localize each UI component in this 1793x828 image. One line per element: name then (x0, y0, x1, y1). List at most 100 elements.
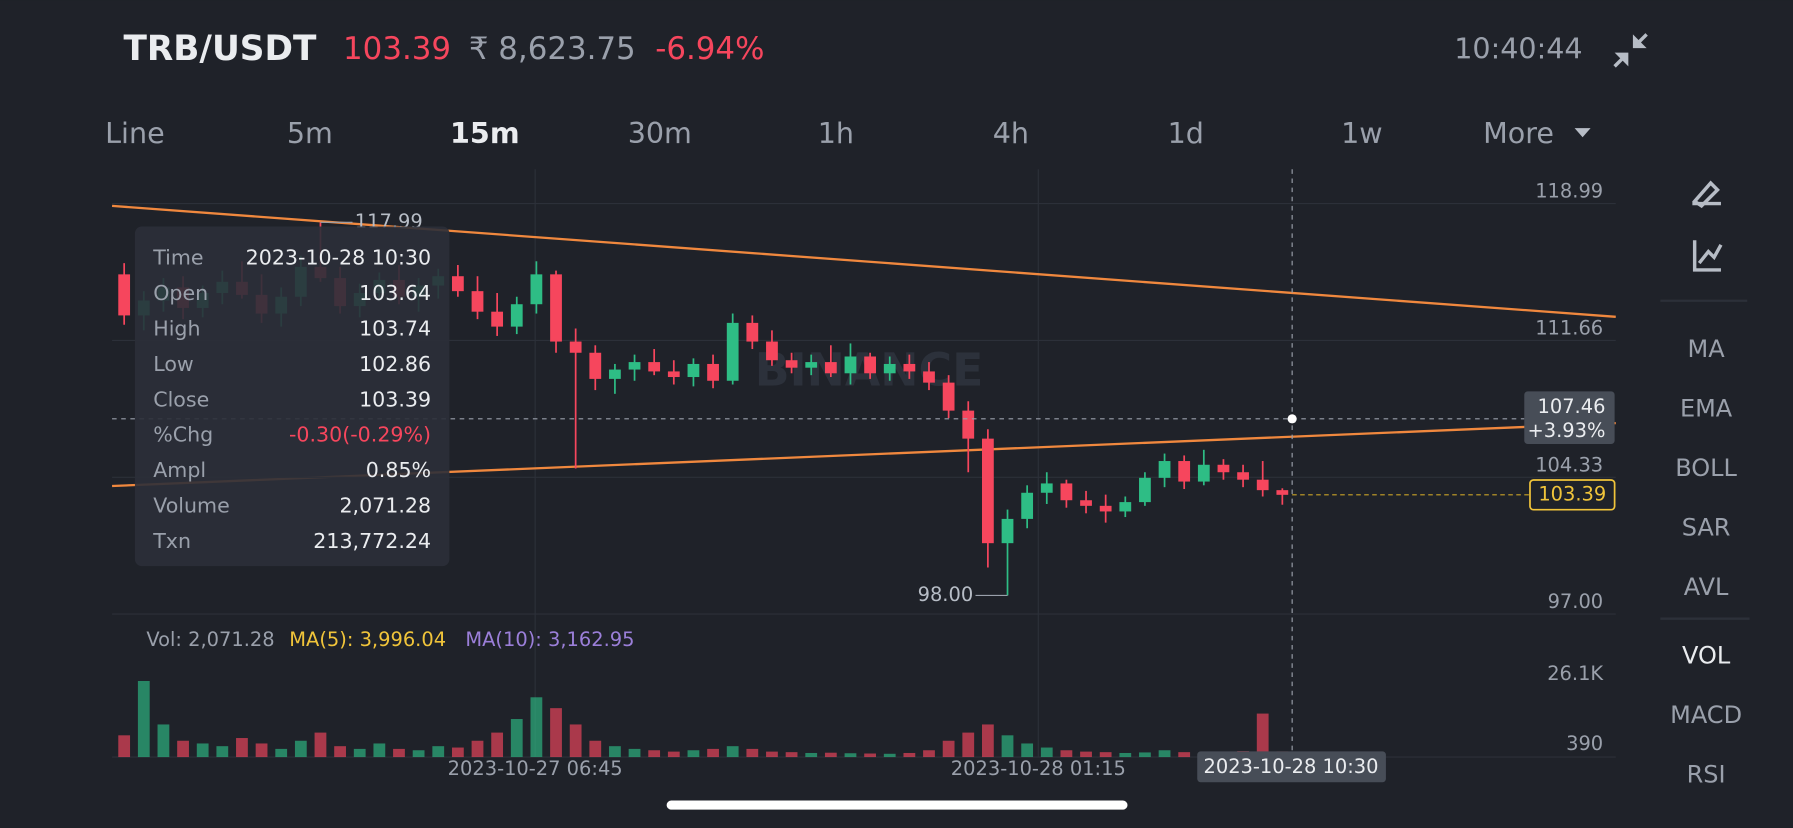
interval-tab[interactable]: 4h (993, 116, 1029, 150)
candle-body (451, 276, 464, 292)
volume-bar (844, 753, 857, 758)
y-tick-label: 118.99 (1535, 180, 1603, 203)
volume-bar (981, 724, 994, 758)
interval-tab[interactable]: Line (105, 116, 165, 150)
candle-body (981, 438, 994, 544)
candle-body (648, 362, 661, 372)
interval-tab[interactable]: 5m (287, 116, 333, 150)
change: -6.94% (655, 31, 764, 67)
interval-tab[interactable]: More (1483, 116, 1554, 150)
candle-body (1139, 477, 1151, 503)
interval-tab[interactable]: 1w (1341, 116, 1383, 150)
y-tick-label: 97.00 (1548, 590, 1604, 613)
volume-bar (510, 719, 523, 758)
volume-bar (255, 743, 268, 758)
candle-body (118, 274, 131, 316)
candle-body (569, 341, 582, 353)
tooltip-panel (134, 226, 450, 567)
indicator-tab[interactable]: MACD (1670, 701, 1742, 729)
volume-bar (118, 735, 131, 758)
volume-bar (451, 747, 464, 758)
volume-bar (589, 740, 602, 758)
indicator-tab[interactable]: RSI (1687, 760, 1726, 788)
indicator-tab[interactable]: BOLL (1675, 454, 1737, 482)
interval-tab[interactable]: 15m (450, 116, 520, 150)
tooltip-value: 103.74 (359, 316, 431, 340)
volume-bar (785, 752, 798, 758)
interval-tab[interactable]: 1d (1168, 116, 1204, 150)
interval-tab[interactable]: 1h (818, 116, 854, 150)
draw-icon[interactable] (1692, 180, 1721, 209)
candle-body (1197, 464, 1210, 482)
overlay: 107.46+3.93% 103.39 2023-10-27 06:45 2023-1… (112, 169, 1616, 783)
volume-bar (1119, 752, 1132, 758)
candle-body (530, 274, 543, 305)
tooltip-value: 102.86 (359, 352, 431, 376)
volume-bar (471, 740, 484, 758)
tooltip-key: Txn (152, 529, 191, 553)
clock: 10:40:44 (1454, 31, 1582, 65)
tooltip-key: %Chg (153, 423, 213, 447)
volume-bar (1178, 752, 1191, 758)
volume-bar (157, 724, 170, 758)
indicator-tab[interactable]: VOL (1682, 641, 1731, 669)
volume-bar (294, 740, 307, 758)
tooltip-key: Volume (153, 494, 230, 518)
volume-bar (726, 746, 739, 758)
candle-body (1237, 472, 1249, 480)
volume-bar (569, 724, 582, 758)
home-indicator[interactable] (666, 800, 1128, 810)
volume-bar (903, 752, 916, 758)
more-arrow[interactable] (1574, 128, 1591, 138)
volume-legend: MA(5): 3,996.04 (289, 628, 446, 651)
tooltip-key: Ampl (153, 458, 206, 482)
indicator-tab[interactable]: SAR (1682, 513, 1731, 541)
volume-bar (824, 752, 837, 758)
indicator-icon[interactable] (1692, 240, 1723, 272)
candle-body (550, 274, 562, 342)
volume-bar (628, 748, 641, 758)
y-tick-label: 111.66 (1535, 317, 1603, 340)
volume-bar (1256, 713, 1269, 758)
crosshair-time-box (1197, 751, 1386, 783)
volume-bar (550, 708, 562, 758)
candle-body (687, 363, 700, 378)
pair[interactable]: TRB/USDT (123, 29, 316, 69)
indicator-tab[interactable]: AVL (1684, 573, 1729, 601)
last-price-label: 103.39 (1538, 482, 1606, 505)
volume-bar (687, 750, 700, 758)
volume-bar (1080, 751, 1092, 758)
volume-bar (1099, 752, 1112, 758)
volume-bar (491, 732, 504, 758)
candle-body (707, 363, 719, 381)
volume-bar (667, 751, 680, 758)
volume-bar (609, 746, 621, 758)
last-price: 103.39 (343, 31, 451, 67)
tooltip-value: 2,071.28 (339, 494, 431, 518)
interval-tab[interactable]: 30m (628, 116, 692, 150)
tooltip-value: 103.39 (359, 387, 431, 411)
volume-bar (314, 732, 327, 758)
volume-bar (216, 746, 229, 758)
candle-body (785, 360, 798, 368)
volume-bar (275, 748, 288, 758)
candle-body (726, 322, 739, 381)
candle-body (1178, 461, 1191, 482)
last-price-box (1529, 479, 1616, 511)
low-label: 98.00 (918, 583, 974, 606)
indicator-tab[interactable]: EMA (1680, 394, 1733, 422)
volume-bar (1040, 747, 1053, 758)
candle-body (903, 363, 916, 372)
volume-bar (962, 732, 975, 758)
candle-body (1099, 505, 1112, 512)
volume-bar (707, 748, 719, 758)
candle-body (1001, 518, 1014, 544)
volume-bar (923, 750, 935, 758)
indicator-tab[interactable]: MA (1688, 335, 1726, 363)
volume-bar (883, 753, 896, 758)
volume-legend: MA(10): 3,162.95 (465, 628, 634, 651)
candle-body (628, 362, 641, 370)
inr-price: ₹ 8,623.75 (469, 31, 636, 67)
